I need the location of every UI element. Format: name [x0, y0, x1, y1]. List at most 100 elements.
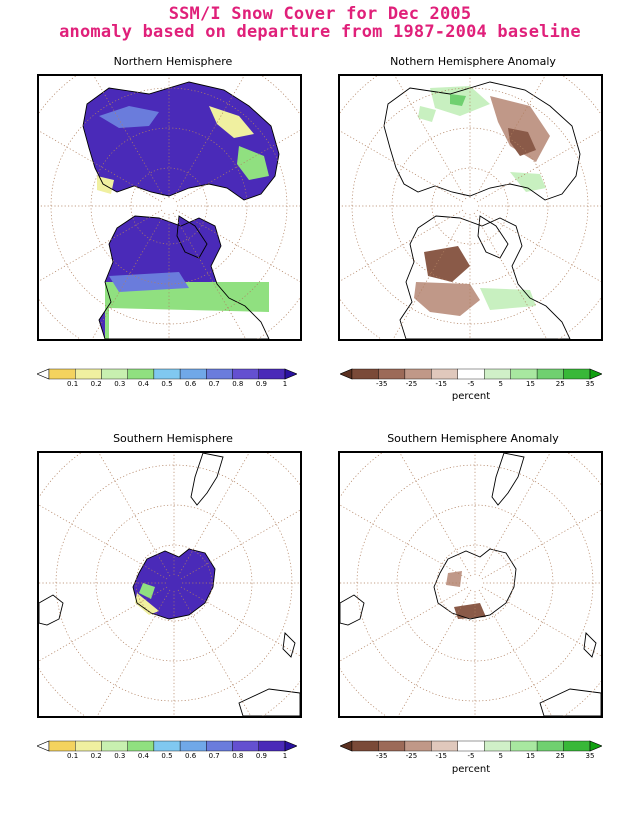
colorbar-tick-label: 0.7: [208, 380, 220, 388]
colorbar-tick-label: 0.7: [208, 752, 220, 760]
sh-snow-map-graphic: [39, 453, 300, 716]
colorbar-anomaly-top-ticks: -35 -25 -15 -5 5 15 25 35: [340, 380, 602, 390]
colorbar-swatch: [563, 740, 591, 752]
colorbar-arrow-low: [339, 740, 353, 752]
map-southern-hemisphere: [37, 451, 302, 718]
colorbar-tick-label: 35: [585, 752, 595, 760]
colorbar-fraction-bottom: [36, 738, 298, 752]
colorbar-anomaly-bottom: [339, 738, 603, 752]
new-zealand-coastline: [583, 632, 597, 658]
meridian-line: [175, 209, 300, 283]
colorbar-arrow-high: [589, 368, 603, 380]
colorbar-swatch: [75, 368, 102, 380]
latitude-circle: [340, 453, 601, 716]
anomaly-negative-area: [454, 603, 486, 619]
greenland-coastline: [477, 215, 509, 259]
antarctica-snow: [133, 549, 215, 619]
colorbar-tick-label: 0.9: [255, 752, 267, 760]
latitude-circle: [340, 453, 601, 716]
colorbar-swatch: [378, 368, 406, 380]
meridian-line: [340, 209, 464, 282]
meridian-line: [93, 76, 166, 200]
colorbar-tick-label: 0.2: [90, 752, 102, 760]
colorbar-swatch: [378, 740, 406, 752]
colorbar-tick-label: -15: [435, 752, 447, 760]
graticule: [39, 453, 300, 716]
graticule: [340, 453, 601, 716]
panel-title-nh-anomaly: Nothern Hemisphere Anomaly: [390, 55, 556, 68]
colorbar-swatch: [127, 368, 155, 380]
colorbar-tick-label: -5: [467, 380, 475, 388]
colorbar-tick-label: -5: [467, 752, 475, 760]
latitude-circle: [396, 504, 554, 662]
colorbar-tick-label: 0.9: [255, 380, 267, 388]
colorbar-swatch: [75, 740, 102, 752]
colorbar-swatch: [179, 740, 207, 752]
colorbar-swatch: [127, 740, 155, 752]
colorbar-swatch: [206, 740, 233, 752]
latitude-circle: [391, 127, 549, 285]
north-america-coastline: [399, 215, 571, 339]
colorbar-tick-label: 5: [498, 380, 503, 388]
meridian-line: [478, 589, 553, 716]
anomaly-negative-area: [490, 96, 550, 162]
colorbar-fraction-bottom-ticks: 0.1 0.2 0.3 0.4 0.5 0.6 0.7 0.8 0.9 1: [37, 752, 297, 762]
colorbar-tick-label: -15: [435, 380, 447, 388]
colorbar-swatch: [48, 740, 76, 752]
colorbar-tick-label: -35: [376, 380, 388, 388]
meridian-line: [394, 76, 467, 200]
colorbar-tick-label: 25: [555, 752, 565, 760]
panel-title-sh-anomaly: Southern Hemisphere Anomaly: [387, 432, 559, 445]
north-america-coastline: [98, 215, 270, 339]
colorbar-tick-label: 5: [498, 752, 503, 760]
anomaly-positive-area: [418, 106, 436, 122]
eurasia-snow-patch: [99, 106, 159, 128]
colorbar-tick-label: 35: [585, 380, 595, 388]
colorbar-swatch: [101, 740, 128, 752]
antarctica-coastline: [433, 548, 517, 620]
colorbar-swatch: [404, 740, 432, 752]
meridian-line: [172, 76, 245, 200]
colorbar-tick-label: 0.3: [114, 752, 126, 760]
colorbar-tick-label: 15: [526, 380, 535, 388]
colorbar-swatch: [258, 740, 286, 752]
colorbar-swatch: [536, 740, 564, 752]
meridian-line: [481, 509, 601, 580]
meridian-line: [39, 586, 168, 662]
latitude-circle: [130, 167, 208, 245]
colorbar-tick-label: 0.6: [185, 380, 197, 388]
colorbar-tick-label: -25: [405, 752, 418, 760]
colorbar-tick-label: 1: [282, 380, 288, 388]
colorbar-tick-label: 0.3: [114, 380, 126, 388]
latitude-circle: [95, 504, 253, 662]
colorbar-arrow-low: [339, 368, 353, 380]
north-america-snow-mid: [109, 272, 189, 292]
eurasia-coastline: [82, 81, 280, 201]
colorbar-arrow-high: [284, 740, 298, 752]
latitude-circle: [135, 544, 213, 622]
colorbar-swatch: [404, 368, 432, 380]
colorbar-arrow-high: [284, 368, 298, 380]
colorbar-swatch: [48, 368, 76, 380]
antarctica-snow-edge: [139, 583, 155, 599]
eurasia-snow-edge: [209, 106, 254, 138]
colorbar-swatch: [563, 368, 591, 380]
latitude-circle: [90, 127, 248, 285]
anomaly-negative-area: [508, 128, 536, 156]
meridian-line: [478, 453, 551, 577]
colorbar-tick-label: 1: [282, 752, 288, 760]
colorbar-swatch: [351, 740, 379, 752]
eurasia-coastline: [383, 81, 581, 201]
meridian-line: [180, 509, 300, 580]
colorbar-anomaly-top-unit: percent: [451, 391, 491, 402]
colorbar-anomaly-top: [339, 366, 603, 380]
meridian-line: [96, 589, 171, 716]
colorbar-swatch: [351, 368, 379, 380]
colorbar-tick-label: 0.1: [67, 752, 79, 760]
map-northern-hemisphere-anomaly: [338, 74, 603, 341]
colorbar-tick-label: -35: [376, 752, 388, 760]
nh-anomaly-map-graphic: [340, 76, 601, 339]
colorbar-tick-label: 15: [526, 752, 535, 760]
africa-coastline: [39, 594, 64, 626]
new-zealand-coastline: [282, 632, 296, 658]
